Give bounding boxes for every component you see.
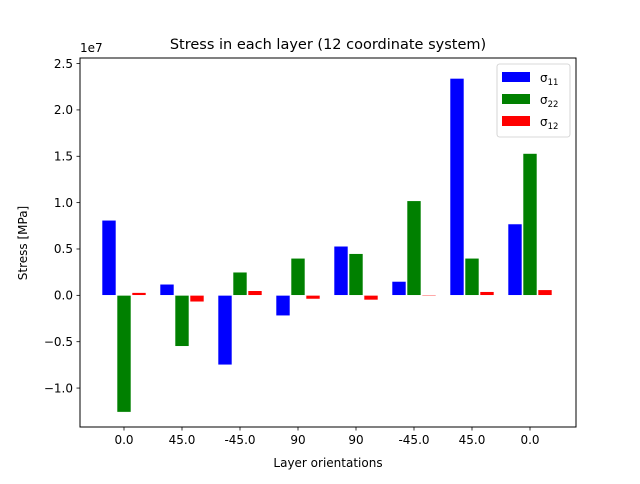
y-tick-label: −1.0	[44, 381, 73, 395]
bar-sigma11-5	[333, 245, 349, 296]
bar-sigma22-1	[116, 295, 132, 413]
x-tick-label: -45.0	[224, 433, 255, 447]
bar-sigma11-7	[449, 78, 465, 296]
bar-sigma22-7	[464, 257, 480, 296]
bars-layer	[101, 78, 553, 413]
legend-swatch-sigma22	[502, 94, 530, 104]
legend-swatch-sigma12	[502, 116, 530, 126]
bar-sigma22-2	[174, 295, 190, 347]
x-tick-label: 45.0	[459, 433, 486, 447]
bar-sigma22-8	[522, 153, 538, 296]
bar-sigma12-1	[131, 292, 147, 296]
bar-sigma11-1	[101, 219, 117, 296]
bar-sigma12-6	[421, 295, 437, 297]
bar-sigma12-8	[537, 289, 553, 296]
bar-sigma22-3	[232, 271, 248, 296]
y-axis: −1.0 −0.5 0.0 0.5 1.0 1.5 2.0 2.5	[44, 57, 80, 395]
bar-sigma12-7	[479, 291, 495, 296]
y-tick-label: 0.5	[54, 242, 73, 256]
bar-sigma11-3	[217, 295, 233, 366]
y-tick-label: 1.5	[54, 149, 73, 163]
bar-sigma11-8	[507, 223, 523, 296]
x-axis-label: Layer orientations	[273, 456, 382, 470]
bar-sigma11-6	[391, 281, 407, 296]
y-tick-label: 2.0	[54, 103, 73, 117]
bar-sigma12-4	[305, 295, 321, 300]
x-tick-label: -45.0	[398, 433, 429, 447]
x-tick-label: 45.0	[169, 433, 196, 447]
bar-sigma22-4	[290, 257, 306, 296]
y-tick-label: 1.0	[54, 196, 73, 210]
plot-frame	[79, 57, 577, 428]
bar-sigma22-5	[348, 253, 364, 296]
x-tick-label: 0.0	[114, 433, 133, 447]
x-tick-label: 0.0	[520, 433, 539, 447]
bar-sigma22-6	[406, 200, 422, 296]
y-axis-label: Stress [MPa]	[16, 206, 30, 280]
bar-sigma11-4	[275, 295, 291, 317]
y-scale-label: 1e7	[80, 41, 103, 55]
bar-sigma11-2	[159, 283, 175, 296]
x-axis: 0.0 45.0 -45.0 90 90 -45.0 45.0 0.0	[114, 427, 540, 447]
x-tick-label: 90	[290, 433, 305, 447]
y-tick-label: 2.5	[54, 57, 73, 71]
x-tick-label: 90	[348, 433, 363, 447]
bar-sigma12-2	[189, 295, 205, 303]
legend-swatch-sigma11	[502, 72, 530, 82]
chart-title: Stress in each layer (12 coordinate syst…	[170, 37, 486, 53]
y-tick-label: 0.0	[54, 289, 73, 303]
bar-sigma12-5	[363, 295, 379, 301]
bar-sigma12-3	[247, 290, 263, 296]
y-tick-label: −0.5	[44, 335, 73, 349]
